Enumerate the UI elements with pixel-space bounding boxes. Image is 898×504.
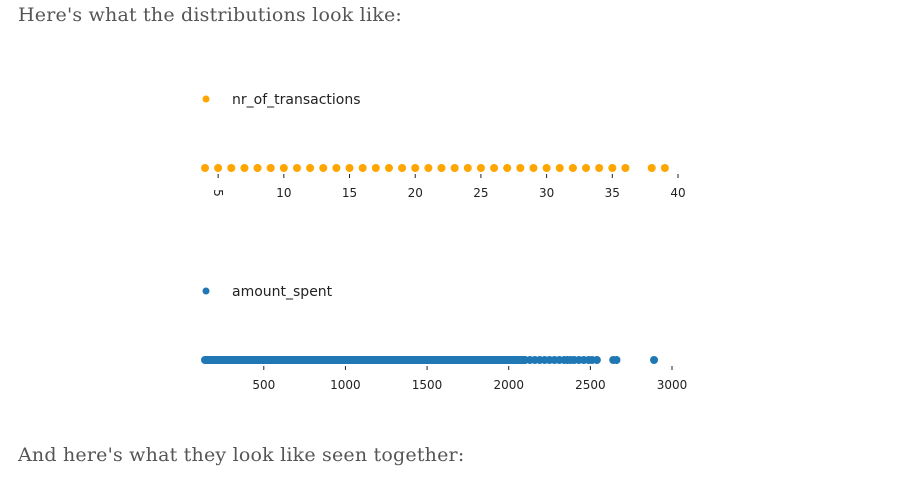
legend-label: amount_spent xyxy=(232,284,333,300)
data-point xyxy=(279,164,288,172)
data-point xyxy=(516,164,525,172)
data-point xyxy=(424,164,433,172)
data-points xyxy=(201,356,659,364)
x-tick-label: 3000 xyxy=(657,378,688,392)
data-point xyxy=(398,164,407,172)
data-point xyxy=(608,164,617,172)
data-point xyxy=(555,164,564,172)
transactions-chart: nr_of_transactions 5 10 15 20 25 30 35 40 xyxy=(201,92,686,200)
data-point xyxy=(201,164,209,172)
legend: nr_of_transactions xyxy=(202,92,361,108)
data-point xyxy=(568,164,577,172)
x-tick-label: 30 xyxy=(539,186,554,200)
x-tick-label: 25 xyxy=(473,186,488,200)
x-tick-label: 10 xyxy=(276,186,291,200)
x-tick-label: 35 xyxy=(605,186,620,200)
data-point xyxy=(542,164,551,172)
data-point xyxy=(319,164,328,172)
x-tick-label: 5 xyxy=(211,189,225,197)
data-point xyxy=(240,164,249,172)
data-point xyxy=(227,164,236,172)
data-point xyxy=(621,164,630,172)
data-point xyxy=(345,164,354,172)
data-point xyxy=(490,164,499,172)
data-point xyxy=(592,356,601,364)
data-point xyxy=(582,164,591,172)
dense-points-band xyxy=(201,356,530,364)
data-point xyxy=(411,164,420,172)
data-points xyxy=(201,164,669,172)
legend-label: nr_of_transactions xyxy=(232,92,361,108)
data-point xyxy=(253,164,262,172)
data-point xyxy=(358,164,367,172)
data-point xyxy=(437,164,446,172)
x-tick-label: 15 xyxy=(342,186,357,200)
legend-marker xyxy=(202,287,210,295)
data-point xyxy=(612,356,621,364)
data-point xyxy=(214,164,223,172)
data-point xyxy=(371,164,380,172)
x-axis-ticks: 500 1000 1500 2000 2500 3000 xyxy=(252,366,687,392)
data-point xyxy=(660,164,669,172)
legend: amount_spent xyxy=(202,284,333,300)
data-point xyxy=(463,164,472,172)
data-point xyxy=(450,164,459,172)
data-point xyxy=(650,356,659,364)
x-tick-label: 1000 xyxy=(330,378,361,392)
x-tick-label: 1500 xyxy=(412,378,443,392)
x-tick-label: 40 xyxy=(670,186,685,200)
amount-spent-chart: amount_spent 500 1000 1500 2000 2500 3000 xyxy=(201,284,687,392)
data-point xyxy=(292,164,301,172)
data-point xyxy=(332,164,341,172)
x-tick-label: 2000 xyxy=(493,378,524,392)
data-point xyxy=(384,164,393,172)
data-point xyxy=(529,164,538,172)
data-point xyxy=(306,164,315,172)
data-point xyxy=(476,164,485,172)
data-point xyxy=(503,164,512,172)
data-point xyxy=(647,164,656,172)
data-point xyxy=(266,164,275,172)
legend-marker xyxy=(202,95,210,103)
x-tick-label: 2500 xyxy=(575,378,606,392)
x-tick-label: 20 xyxy=(408,186,423,200)
intro-paragraph: Here's what the distributions look like: xyxy=(18,4,402,26)
data-point xyxy=(595,164,604,172)
x-tick-label: 500 xyxy=(252,378,275,392)
outro-paragraph: And here's what they look like seen toge… xyxy=(18,444,465,466)
x-axis-ticks: 5 10 15 20 25 30 35 40 xyxy=(211,174,686,200)
